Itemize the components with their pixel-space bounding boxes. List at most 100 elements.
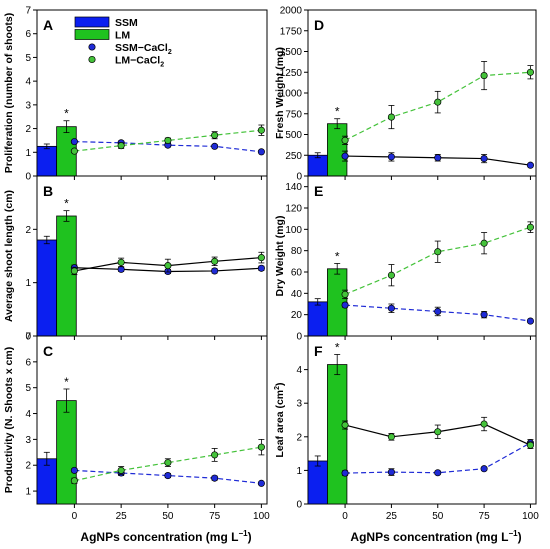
data-point (480, 420, 488, 428)
y-tick-label: 1 (25, 148, 31, 159)
data-point (341, 301, 349, 309)
series-line (74, 129, 262, 152)
data-point (434, 428, 442, 436)
data-point (387, 433, 395, 441)
panel-letter: C (43, 343, 53, 359)
data-point (341, 136, 349, 144)
y-tick-label: 4 (296, 365, 302, 376)
y-tick-label: 40 (291, 289, 303, 300)
data-point (434, 98, 442, 106)
y-tick-label: 2 (25, 225, 31, 236)
y-axis-label-close: ) (274, 382, 286, 386)
data-point (257, 479, 265, 487)
legend-label: LM−CaCl2 (115, 55, 164, 69)
data-point (480, 155, 488, 163)
y-axis-label: Leaf area (cm2) (274, 382, 286, 457)
series-line (344, 226, 531, 295)
y-tick-label: 140 (285, 182, 302, 193)
y-tick-label: 1750 (280, 26, 303, 37)
data-point (434, 248, 442, 256)
significance-mark: * (64, 375, 69, 389)
legend-label-text: LM−CaCl (115, 55, 160, 67)
data-point (526, 317, 534, 325)
panel-letter: E (314, 183, 323, 199)
data-point (526, 68, 534, 76)
y-tick-label: 80 (291, 246, 303, 257)
data-point (211, 257, 219, 265)
panel-e: 0 20 40 60 80 100 120 140 Dry Weight (mg) E * (274, 175, 537, 343)
y-axis-label: Proliferation (number of shoots) (3, 13, 15, 173)
y-tick-label: 2000 (280, 6, 303, 17)
legend-label-sub: 2 (160, 62, 164, 69)
panel-b: 0 1 2 Average shoot length (cm) B * (3, 175, 268, 343)
data-point (257, 148, 265, 156)
data-point (341, 290, 349, 298)
legend-swatch (74, 29, 110, 40)
significance-mark: * (335, 340, 340, 354)
data-point (526, 441, 534, 449)
data-point (70, 147, 78, 155)
data-point (480, 311, 488, 319)
data-point (526, 223, 534, 231)
data-point (387, 153, 395, 161)
data-point (117, 466, 125, 474)
y-tick-label: 1 (25, 487, 31, 498)
y-axis-label-text: Dry Weight (mg) (274, 216, 286, 297)
data-point (257, 264, 265, 272)
y-tick-label: 6 (25, 29, 31, 40)
data-point (387, 304, 395, 312)
data-point (164, 136, 172, 144)
y-tick-label: 60 (291, 268, 303, 279)
bar-ssm (36, 145, 58, 177)
data-point (70, 477, 78, 485)
data-point (480, 72, 488, 80)
legend-marker (88, 43, 96, 51)
y-tick-label: 120 (285, 204, 302, 215)
bar-ssm (307, 460, 328, 505)
significance-mark: * (335, 105, 340, 119)
y-tick-label: 0 (25, 172, 31, 183)
data-point (70, 138, 78, 146)
data-point (526, 161, 534, 169)
y-tick-label: 1 (25, 278, 31, 289)
y-tick-label: 1250 (280, 68, 303, 79)
y-tick-label: 750 (285, 109, 302, 120)
data-point (211, 474, 219, 482)
significance-mark: * (335, 249, 340, 263)
data-point (257, 254, 265, 262)
y-tick-label: 3 (25, 435, 31, 446)
x-tick-label: 0 (72, 511, 78, 522)
y-tick-label: 3 (296, 399, 302, 410)
y-axis-label: Dry Weight (mg) (274, 216, 286, 297)
y-tick-label: 4 (25, 77, 31, 88)
y-axis-label-text: Leaf area (cm (274, 390, 286, 458)
data-point (257, 443, 265, 451)
data-point (341, 421, 349, 429)
bar-ssm (307, 154, 328, 177)
x-axis-label-right: AgNPs concentration (mg L−1) (350, 529, 521, 544)
data-point (164, 262, 172, 270)
data-point (341, 469, 349, 477)
panel-frame (36, 335, 268, 505)
x-axis-label-left: AgNPs concentration (mg L−1) (80, 529, 251, 544)
y-axis-label-exp: 2 (274, 386, 281, 390)
data-point (387, 113, 395, 121)
x-tick-label: 25 (386, 511, 398, 522)
bar-lm (327, 123, 348, 177)
y-tick-label: 7 (25, 332, 31, 343)
data-point (480, 239, 488, 247)
data-point (70, 466, 78, 474)
panel-letter: D (314, 17, 324, 33)
y-axis-label: Productivity (N. Shoots x cm) (3, 347, 15, 493)
y-tick-label: 1 (296, 466, 302, 477)
data-point (70, 267, 78, 275)
data-point (434, 307, 442, 316)
panel-letter: A (43, 17, 53, 33)
significance-mark: * (64, 197, 69, 211)
y-axis-label-text: Fresh Weight (mg) (274, 47, 286, 139)
bar-ssm (307, 301, 328, 337)
data-point (434, 469, 442, 477)
